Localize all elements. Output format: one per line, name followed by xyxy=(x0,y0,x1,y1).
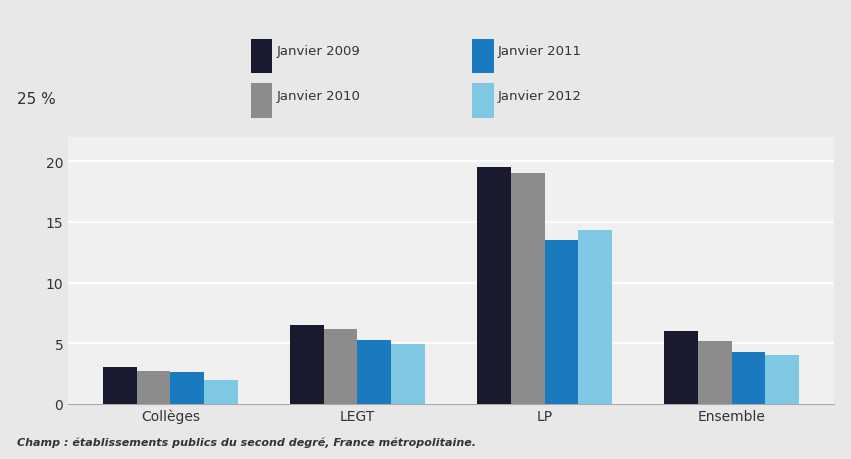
Text: Janvier 2011: Janvier 2011 xyxy=(498,45,582,58)
Text: Janvier 2009: Janvier 2009 xyxy=(277,45,360,58)
Bar xyxy=(698,341,732,404)
Bar xyxy=(391,345,425,404)
Bar xyxy=(136,371,170,404)
Bar xyxy=(545,241,579,404)
FancyBboxPatch shape xyxy=(472,40,494,74)
Bar xyxy=(579,231,612,404)
FancyBboxPatch shape xyxy=(251,84,272,119)
Bar xyxy=(766,356,799,404)
FancyBboxPatch shape xyxy=(251,40,272,74)
FancyBboxPatch shape xyxy=(472,84,494,119)
Text: Champ : établissements publics du second degré, France métropolitaine.: Champ : établissements publics du second… xyxy=(17,437,476,447)
Bar xyxy=(323,329,357,404)
Bar xyxy=(103,368,136,404)
Bar xyxy=(290,325,323,404)
Bar xyxy=(665,331,698,404)
Text: Janvier 2010: Janvier 2010 xyxy=(277,90,361,102)
Bar xyxy=(732,352,766,404)
Bar xyxy=(357,340,391,404)
Bar xyxy=(170,372,204,404)
Text: Janvier 2012: Janvier 2012 xyxy=(498,90,582,102)
Bar xyxy=(477,168,511,404)
Bar xyxy=(204,380,237,404)
Text: 25 %: 25 % xyxy=(17,92,56,107)
Bar xyxy=(511,174,545,404)
